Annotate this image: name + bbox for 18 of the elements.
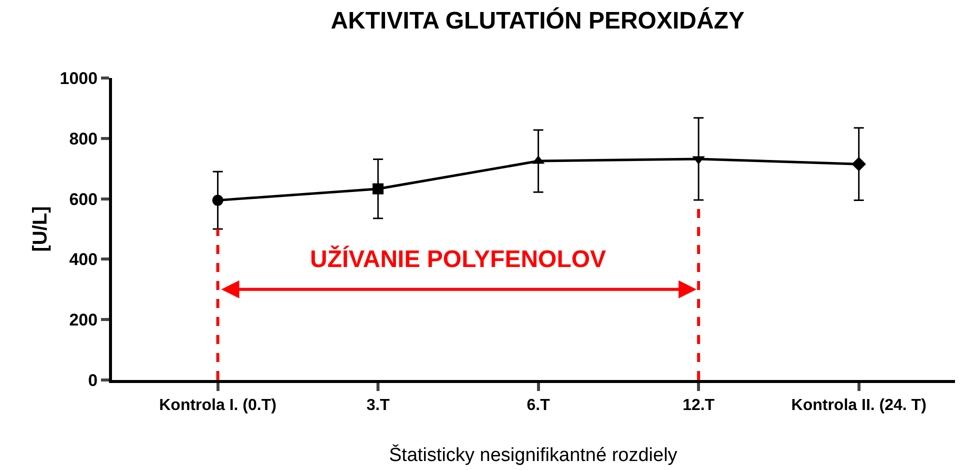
y-tick-label: 0 [88, 370, 98, 390]
y-tick-label: 600 [69, 190, 98, 209]
x-tick-label: Kontrola I. (0.T) [159, 397, 276, 414]
y-tick-label: 800 [69, 129, 98, 148]
x-tick-label: 6.T [526, 397, 550, 414]
chart-title: AKTIVITA GLUTATIÓN PEROXIDÁZY [330, 6, 744, 35]
x-tick-label: 3.T [366, 397, 390, 414]
point [212, 194, 224, 206]
text: Štatisticky nesignifikantné rozdiely [389, 444, 678, 466]
y-tick-label: 200 [69, 310, 98, 330]
x-tick-label: Kontrola II. (24. T) [791, 397, 926, 414]
y-tick-label: 1000 [60, 68, 98, 88]
annotation: UŽÍVANIE POLYFENOLOV [310, 245, 606, 273]
y-tick-label: 400 [69, 250, 98, 270]
x-tick-label: 12.T [682, 397, 715, 414]
point [372, 183, 384, 194]
point [852, 156, 866, 172]
y-axis-title: [U/L] [29, 206, 52, 252]
